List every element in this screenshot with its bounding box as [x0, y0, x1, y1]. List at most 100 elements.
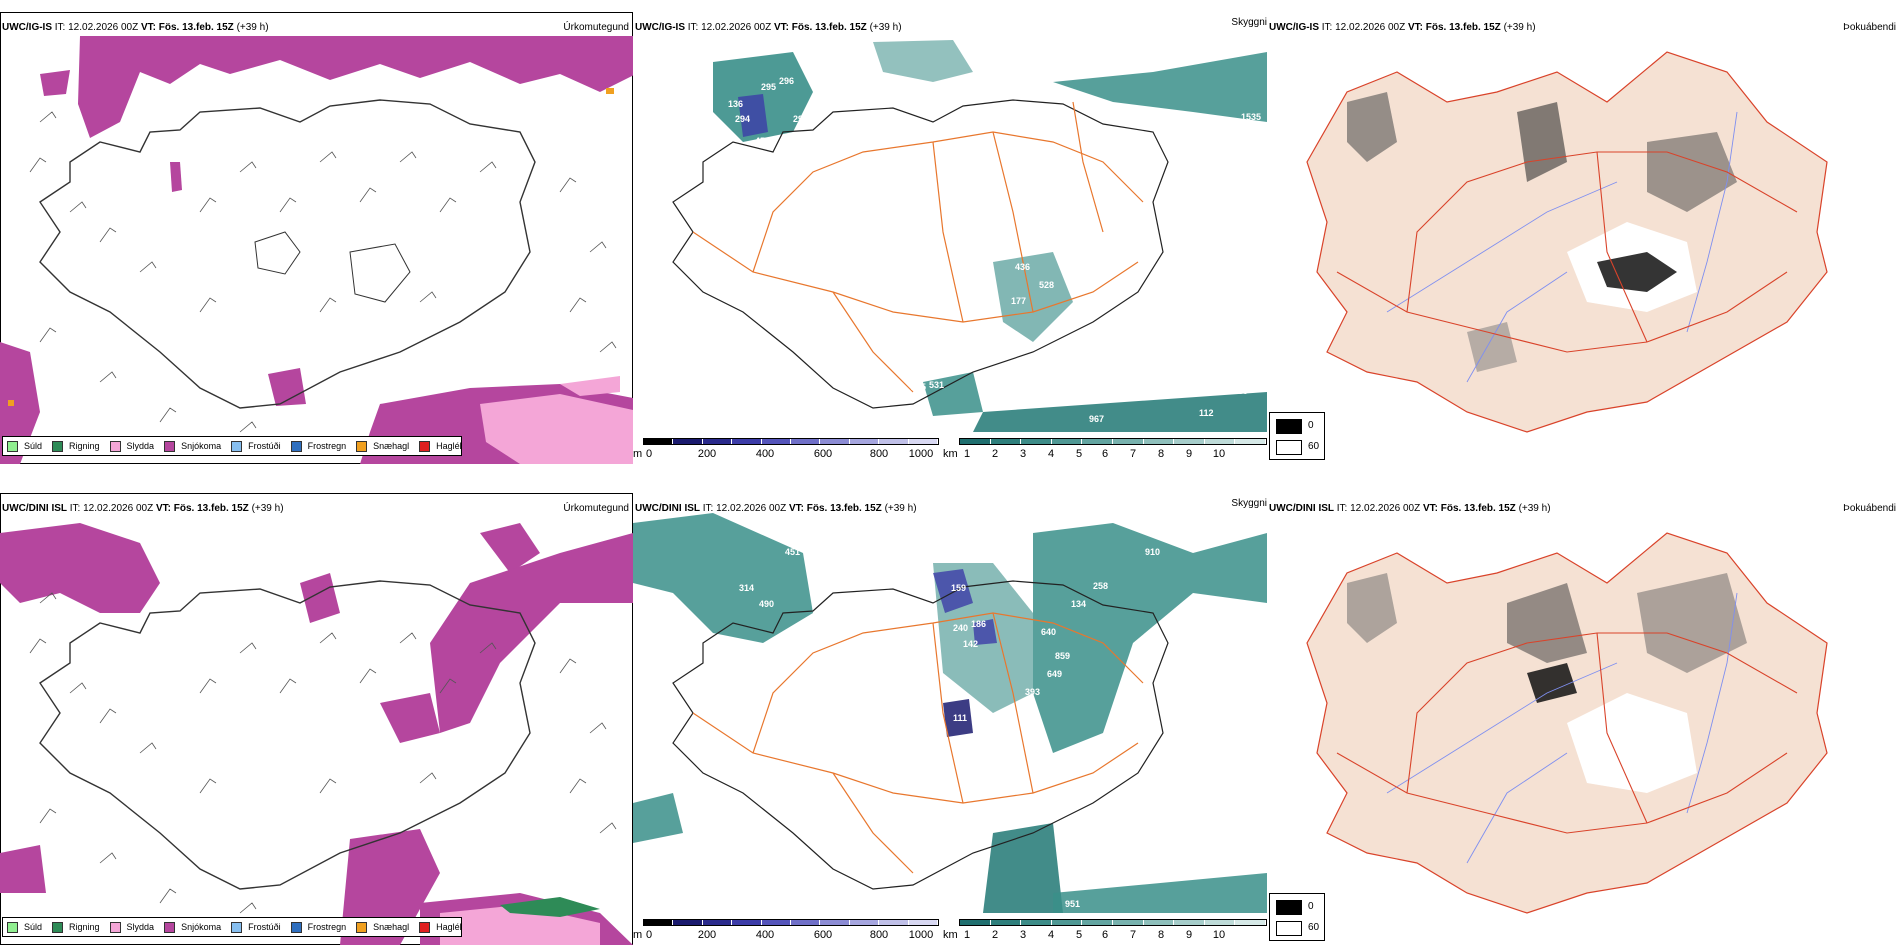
ceiling-area — [738, 94, 768, 137]
iceland-outline — [39, 99, 536, 409]
panel-header: UWC/IG-IS IT: 12.02.2026 00Z VT: Fös. 13… — [1269, 22, 1536, 34]
panel-title: Úrkomutegund — [563, 503, 629, 514]
fog-legend-dark — [1276, 900, 1302, 915]
snow-area — [380, 693, 440, 743]
precip-map — [0, 523, 633, 945]
panel-visibility-bottom: UWC/DINI ISL IT: 12.02.2026 00Z VT: Fös.… — [633, 493, 1325, 945]
vis-label: 258 — [1093, 581, 1108, 591]
fog-legend-top-label: 0 — [1308, 901, 1314, 912]
it-value: 12.02.2026 00Z — [716, 503, 787, 514]
vis-label: 436 — [1015, 262, 1030, 272]
snow-area — [480, 523, 540, 573]
fog-patch — [1347, 92, 1397, 162]
ceiling-tick: 400 — [755, 448, 775, 460]
low-vis-area — [1053, 873, 1267, 913]
vis-label: 2986 — [1187, 122, 1207, 132]
panel-precip-type-bottom: UWC/DINI ISL IT: 12.02.2026 00Z VT: Fös.… — [0, 493, 633, 945]
ceiling-area — [973, 619, 997, 645]
panel-visibility-top: UWC/IG-IS IT: 12.02.2026 00Z VT: Fös. 13… — [633, 12, 1325, 466]
lead-time: (+39 h) — [236, 22, 269, 33]
vt-label: VT: — [140, 22, 156, 33]
vt-label: VT: — [155, 503, 171, 514]
panel-fog-top: UWC/IG-IS IT: 12.02.2026 00Z VT: Fös. 13… — [1267, 12, 1900, 464]
legend-swatch — [52, 440, 64, 452]
low-vis-area — [973, 392, 1267, 432]
fog-map — [1306, 51, 1828, 433]
vt-value: Fös. 13.feb. 15Z — [158, 22, 234, 33]
legend-item: Slydda — [109, 440, 154, 452]
vis-label: 112 — [1199, 408, 1214, 418]
visibility-tick: 2 — [991, 929, 999, 941]
snow-area — [430, 533, 633, 733]
visibility-unit: km — [943, 448, 958, 460]
fog-legend: 0 60 — [1269, 412, 1325, 460]
it-label: IT: — [687, 22, 699, 33]
it-label: IT: — [702, 503, 714, 514]
road-network — [692, 101, 1144, 393]
panel-title: Skyggni — [1231, 498, 1267, 509]
panel-fog-bottom: UWC/DINI ISL IT: 12.02.2026 00Z VT: Fös.… — [1267, 493, 1900, 945]
fog-legend-bottom-label: 60 — [1308, 441, 1320, 452]
snow-area — [340, 829, 440, 945]
vis-label: 177 — [1011, 296, 1026, 306]
low-vis-area — [1053, 52, 1267, 122]
legend-item: Frostregn — [290, 921, 346, 933]
legend-item: Haglél — [419, 440, 462, 452]
fog-legend-light — [1276, 921, 1302, 936]
lead-time: (+39 h) — [1503, 22, 1536, 33]
ceiling-tick: 0 — [645, 929, 653, 941]
iceland-outline — [672, 99, 1169, 409]
legend-swatch — [7, 921, 18, 933]
vis-label: 245 — [911, 382, 926, 392]
panel-header: UWC/IG-IS IT: 12.02.2026 00Z VT: Fös. 13… — [2, 22, 269, 34]
legend-swatch — [419, 440, 431, 452]
vis-label: 649 — [1047, 669, 1062, 679]
visibility-unit: km — [943, 929, 958, 941]
visibility-tick: 3 — [1019, 929, 1027, 941]
legend-swatch — [7, 440, 18, 452]
panel-title: Úrkomutegund — [563, 22, 629, 33]
vis-label: 640 — [1041, 627, 1056, 637]
vis-label: 296 — [793, 114, 808, 124]
vt-value: Fös. 13.feb. 15Z — [173, 503, 249, 514]
visibility-tick: 4 — [1047, 448, 1055, 460]
visibility-tick: 10 — [1212, 448, 1226, 460]
legend-item: Frostregn — [290, 440, 346, 452]
precip-legend: Súld Rigning Slydda Snjókoma Frostúði Fr… — [2, 436, 462, 456]
legend-swatch — [356, 440, 368, 452]
visibility-colorbar-bar — [959, 438, 1267, 445]
vt-value: Fös. 13.feb. 15Z — [806, 503, 882, 514]
it-value: 12.02.2026 00Z — [68, 22, 139, 33]
visibility-tick: 5 — [1075, 929, 1083, 941]
precip-legend: Súld Rigning Slydda Snjókoma Frostúði Fr… — [2, 917, 462, 937]
vis-label: 159 — [951, 583, 966, 593]
visibility-map: 295 296 136 294 457 296 2986 1535 436 52… — [672, 40, 1267, 432]
glacier — [254, 231, 301, 275]
vt-value: Fös. 13.feb. 15Z — [1425, 22, 1501, 33]
ceiling-area — [933, 569, 973, 613]
fog-patch — [1597, 252, 1677, 292]
vis-label: 136 — [728, 99, 743, 109]
fog-legend-top-label: 0 — [1308, 420, 1314, 431]
vt-label: VT: — [788, 503, 804, 514]
panel-header: UWC/IG-IS IT: 12.02.2026 00Z VT: Fös. 13… — [635, 22, 902, 34]
low-vis-area — [1033, 523, 1267, 753]
model-name: UWC/DINI ISL — [2, 503, 67, 514]
legend-swatch — [231, 921, 243, 933]
panel-header: UWC/DINI ISL IT: 12.02.2026 00Z VT: Fös.… — [2, 503, 284, 515]
visibility-tick: 8 — [1157, 929, 1165, 941]
vis-label: 451 — [785, 547, 800, 557]
ceiling-colorbar: m 0 200 400 600 800 1000 — [633, 436, 939, 466]
snow-area — [268, 368, 306, 406]
vis-label: 393 — [1025, 687, 1040, 697]
vt-value: Fös. 13.feb. 15Z — [1440, 503, 1516, 514]
vis-label: 759 — [1233, 386, 1248, 396]
panel-title: Þokuábendi — [1843, 503, 1896, 514]
legend-item: Frostúði — [231, 921, 281, 933]
sleet-area — [560, 376, 620, 396]
pellets-area — [606, 88, 614, 94]
ceiling-colorbar-bar — [643, 438, 939, 445]
ceiling-tick: 600 — [813, 448, 833, 460]
lead-time: (+39 h) — [1518, 503, 1551, 514]
legend-item: Frostúði — [231, 440, 281, 452]
